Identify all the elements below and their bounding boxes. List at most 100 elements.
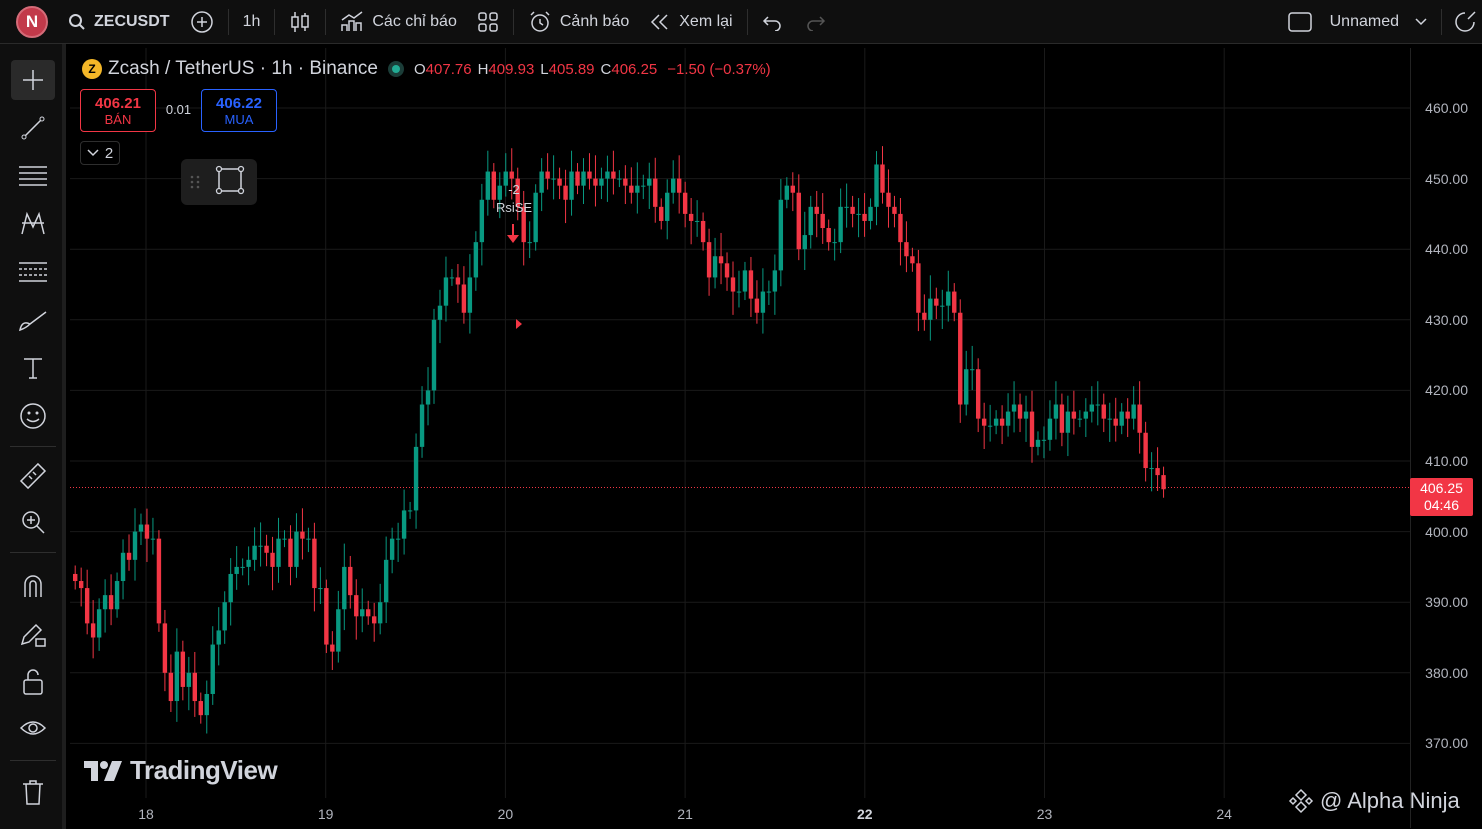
remove-drawings-button[interactable] xyxy=(11,772,55,812)
candle-body xyxy=(270,552,275,567)
candle-body xyxy=(814,206,819,214)
interval-button[interactable]: 1h xyxy=(242,12,261,30)
ohlc-close: C406.25 xyxy=(601,61,658,78)
candle-body xyxy=(282,538,287,540)
legend-collapse-button[interactable]: 2 xyxy=(80,141,120,165)
alerts-label: Cảnh báo xyxy=(559,12,630,30)
chart-type-button[interactable] xyxy=(279,0,321,44)
candle-body xyxy=(168,672,174,702)
user-avatar[interactable]: N xyxy=(16,5,48,38)
brush-icon xyxy=(19,311,47,332)
measure-tool-button[interactable] xyxy=(11,456,55,496)
candle-body xyxy=(401,510,407,539)
candle-body xyxy=(1029,411,1035,447)
tradingview-watermark[interactable]: TradingView xyxy=(84,755,278,786)
candle-body xyxy=(694,220,700,222)
candle-body xyxy=(1137,404,1142,433)
candle-body xyxy=(1107,418,1112,420)
trend-line-tool-button[interactable] xyxy=(11,108,55,148)
candle-body xyxy=(294,531,299,567)
pattern-tool-button[interactable] xyxy=(11,204,55,244)
tradingview-logo-icon xyxy=(84,760,122,781)
candlestick-chart[interactable]: -2 RsiSE xyxy=(70,48,1410,828)
time-tick-label: 22 xyxy=(857,806,873,822)
hide-drawings-button[interactable] xyxy=(11,708,55,748)
candle-body xyxy=(138,524,144,532)
emoji-tool-button[interactable] xyxy=(11,396,55,436)
candles-icon xyxy=(291,11,310,32)
indicators-icon xyxy=(341,10,363,31)
crosshair-tool-button[interactable] xyxy=(11,60,55,100)
symbol-search-button[interactable]: ZECUSDT xyxy=(58,0,180,44)
credit-text: @ Alpha Ninja xyxy=(1320,788,1460,813)
price-tick-label: 410.00 xyxy=(1425,453,1468,469)
price-axis[interactable]: 460.00 450.00 440.00 430.00 420.00 410.00 400.… xyxy=(1410,48,1482,828)
alerts-button[interactable]: Cảnh báo xyxy=(518,0,639,44)
candle-body xyxy=(210,644,215,694)
drawing-mode-button[interactable] xyxy=(11,614,55,654)
compare-symbol-button[interactable] xyxy=(180,0,224,44)
templates-button[interactable] xyxy=(467,0,509,44)
zoom-tool-button[interactable] xyxy=(11,502,55,542)
unlock-icon xyxy=(23,669,43,695)
rewind-icon xyxy=(651,13,668,30)
rectangle-tool-button[interactable] xyxy=(215,165,245,200)
lock-drawings-button[interactable] xyxy=(11,662,55,702)
candle-body xyxy=(264,545,269,553)
candle-body xyxy=(234,566,239,574)
magnet-tool-button[interactable] xyxy=(11,566,55,606)
candle-body xyxy=(162,623,168,673)
replay-button[interactable]: Xem lại xyxy=(639,0,742,44)
undo-button[interactable] xyxy=(752,0,794,44)
drag-handle-icon[interactable] xyxy=(190,174,200,190)
layout-menu-button[interactable]: Unnamed xyxy=(1278,0,1437,44)
candle-body xyxy=(868,206,873,221)
candle-body xyxy=(144,524,150,539)
buy-price: 406.22 xyxy=(216,94,262,112)
candle-body xyxy=(437,305,443,320)
crosshair-icon xyxy=(23,70,43,90)
buy-button[interactable]: 406.22 MUA xyxy=(201,89,277,132)
candle-body xyxy=(742,270,748,292)
candle-body xyxy=(1113,418,1118,426)
zcash-logo-icon: Z xyxy=(82,59,102,79)
candle-body xyxy=(898,213,903,243)
time-tick-label: 23 xyxy=(1036,806,1053,822)
time-tick-label: 24 xyxy=(1216,806,1232,822)
candle-body xyxy=(832,242,837,244)
horizontal-lines-tool-button[interactable] xyxy=(11,156,55,196)
brush-tool-button[interactable] xyxy=(11,300,55,340)
candle-body xyxy=(1047,418,1053,440)
author-credit: @ Alpha Ninja xyxy=(1288,788,1460,814)
candle-body xyxy=(1089,404,1094,412)
candle-body xyxy=(312,538,317,589)
text-tool-button[interactable] xyxy=(11,348,55,388)
high-key: H xyxy=(477,60,489,78)
candle-body xyxy=(904,242,909,257)
legend-title[interactable]: Zcash / TetherUS · 1h · Binance xyxy=(108,58,378,79)
ohlc-high: H409.93 xyxy=(478,61,535,78)
candle-body xyxy=(252,545,257,560)
time-tick-label: 19 xyxy=(317,806,334,822)
candle-body xyxy=(676,178,682,193)
candle-body xyxy=(192,672,197,702)
redo-button[interactable] xyxy=(794,0,836,44)
quick-search-button[interactable] xyxy=(1446,0,1482,44)
layout-name-label: Unnamed xyxy=(1329,12,1399,30)
candle-body xyxy=(503,171,508,186)
sell-button[interactable]: 406.21 BÁN xyxy=(80,89,156,132)
candle-body xyxy=(336,609,341,652)
candle-body xyxy=(922,312,927,320)
sell-label: BÁN xyxy=(104,111,132,127)
close-key: C xyxy=(600,60,612,78)
candle-body xyxy=(419,404,425,447)
binance-icon xyxy=(1288,788,1314,814)
ohlc-low: L405.89 xyxy=(540,61,594,78)
indicators-button[interactable]: Các chỉ báo xyxy=(330,0,467,44)
candle-body xyxy=(288,538,293,567)
candle-body xyxy=(348,566,353,596)
fib-tool-button[interactable] xyxy=(11,252,55,292)
candle-body xyxy=(485,171,491,200)
candle-body xyxy=(180,651,186,687)
price-change: −1.50 (−0.37%) xyxy=(667,60,771,78)
